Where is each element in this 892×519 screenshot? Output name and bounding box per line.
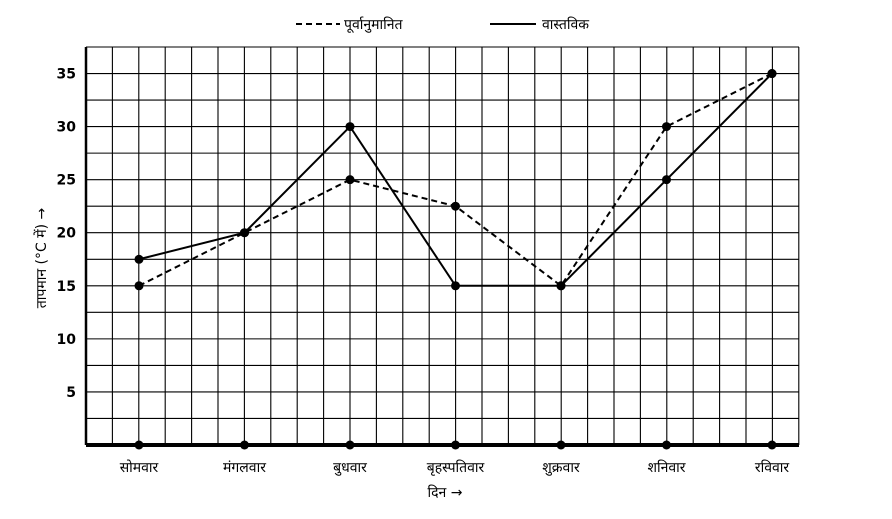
- y-tick-label: 5: [66, 385, 76, 401]
- x-axis-ticks: सोमवार मंगलवार बुधवार बृहस्पतिवार शुक्रवार शन…: [120, 459, 790, 476]
- actual-data-point: [240, 228, 249, 238]
- x-axis-point: [767, 440, 777, 450]
- legend-label-forecast: पूर्वानुमानित: [344, 16, 404, 33]
- actual-data-point: [556, 281, 566, 291]
- x-axis-point: [240, 440, 249, 450]
- x-tick-label: शुक्रवार: [542, 460, 580, 476]
- y-tick-label: 15: [57, 279, 76, 295]
- x-axis-point: [134, 440, 144, 450]
- x-tick-label: सोमवार: [120, 459, 159, 476]
- x-axis-markers: [134, 440, 777, 450]
- forecast-data-point: [451, 201, 460, 211]
- x-tick-label: रविवार: [755, 459, 790, 476]
- y-axis-ticks: 5 10 15 20 25 30 35: [57, 67, 77, 401]
- x-axis-point: [662, 440, 671, 450]
- forecast-data-point: [662, 122, 671, 132]
- x-axis-point: [451, 440, 460, 450]
- chart-series: [134, 69, 777, 291]
- x-tick-label: बुधवार: [333, 460, 367, 476]
- actual-data-point: [662, 175, 671, 185]
- legend-label-actual: वास्तविक: [542, 16, 589, 33]
- y-tick-label: 10: [57, 332, 77, 348]
- forecast-data-point: [134, 281, 144, 291]
- x-tick-label: बृहस्पतिवार: [427, 459, 485, 476]
- y-tick-label: 30: [57, 120, 77, 136]
- actual-data-point: [767, 69, 777, 79]
- forecast-data-point: [345, 175, 355, 185]
- actual-data-point: [134, 254, 144, 264]
- x-axis-point: [556, 440, 566, 450]
- legend: पूर्वानुमानित वास्तविक: [296, 16, 589, 33]
- actual-data-point: [345, 122, 355, 132]
- x-axis-title: दिन →: [427, 484, 462, 501]
- y-tick-label: 25: [57, 173, 76, 189]
- y-tick-label: 20: [57, 226, 77, 242]
- x-axis-point: [345, 440, 355, 450]
- x-tick-label: मंगलवार: [223, 460, 266, 476]
- y-tick-label: 35: [57, 67, 76, 83]
- actual-data-point: [451, 281, 460, 291]
- y-axis-title: तापमान (°C में) →: [33, 207, 50, 308]
- x-tick-label: शनिवार: [647, 459, 685, 476]
- chart-axes: [84, 47, 799, 447]
